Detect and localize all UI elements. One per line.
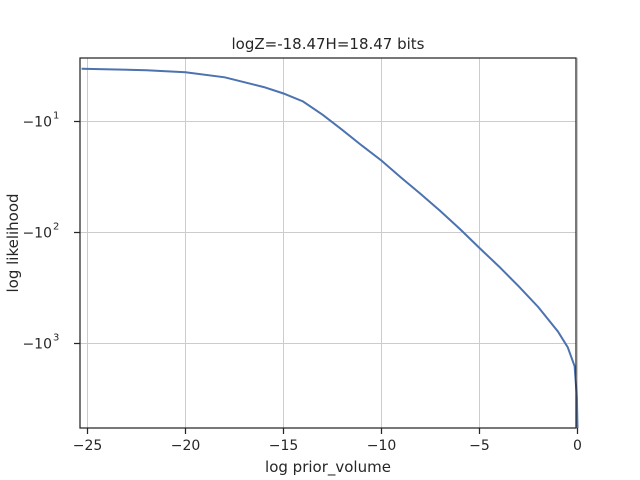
grid [80,58,578,428]
x-tick-label: −25 [73,438,103,454]
x-tick-label: −15 [269,438,299,454]
x-tick-label: −20 [171,438,201,454]
x-tick-label: −10 [367,438,397,454]
x-tick-label: 0 [573,438,582,454]
y-axis-label: log likelihood [4,193,22,292]
y-tick-label: −10 [22,226,52,242]
y-ticks: −10 1−10 2−10 3 [22,111,80,353]
x-ticks: −25 −20 −15 −10 −5 0 [73,428,582,454]
y-tick-exponent: 1 [53,111,59,122]
x-axis-label: log prior_volume [265,458,391,477]
y-tick-label: −10 [22,337,52,353]
y-tick-label: −10 [22,115,52,131]
series-line [81,67,579,429]
x-tick-label: −5 [469,438,490,454]
y-tick-exponent: 3 [53,333,59,344]
chart-title: logZ=-18.47H=18.47 bits [231,35,424,53]
plot-frame [79,57,577,429]
y-tick-exponent: 2 [53,222,59,233]
